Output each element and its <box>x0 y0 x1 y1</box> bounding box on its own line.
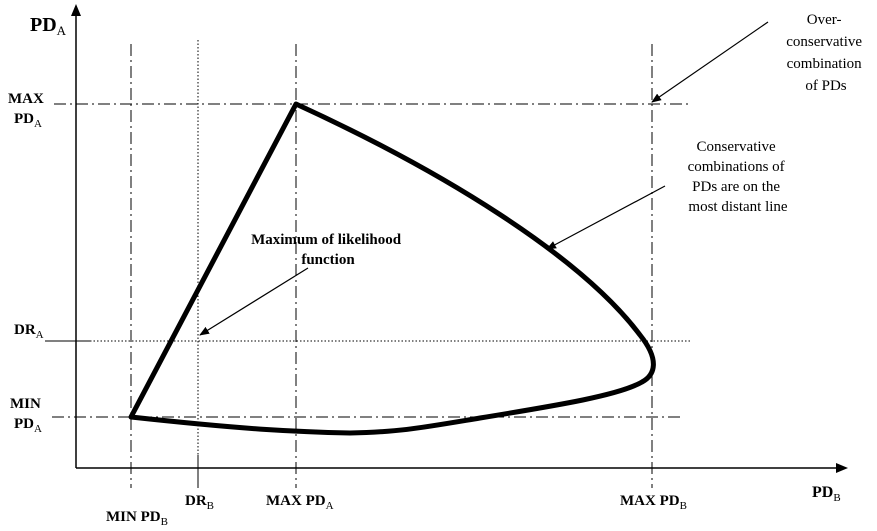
y-axis-label: PDA <box>30 14 67 38</box>
over-conservative-text: Over- conservative combination of PDs <box>786 12 866 94</box>
y-label-dra: DRA <box>14 322 44 341</box>
x-axis-arrow <box>836 463 848 473</box>
likelihood-arrow <box>199 267 309 336</box>
likelihood-text: Maximum of likelihood function <box>251 232 405 268</box>
over-conservative-arrow <box>651 21 769 103</box>
y-label-min-line1: MIN <box>10 396 41 412</box>
reference-lines <box>45 40 692 488</box>
axes <box>71 4 848 473</box>
conservative-arrow <box>546 185 666 250</box>
feasible-region-outline <box>128 101 656 436</box>
y-label-max-line2: PDA <box>14 111 42 130</box>
x-label-max-pdb: MAX PDB <box>620 493 687 512</box>
y-label-min-line2: PDA <box>14 416 42 435</box>
x-label-drb: DRB <box>185 493 214 512</box>
y-axis-arrow <box>71 4 81 16</box>
conservative-text: Conservative combinations of PDs are on … <box>688 139 789 215</box>
x-label-max-pda: MAX PDA <box>266 493 334 512</box>
x-label-min-pdb: MIN PDB <box>106 509 168 528</box>
x-axis-label: PDB <box>812 484 841 504</box>
annotation-arrows <box>199 21 769 336</box>
y-label-max-line1: MAX <box>8 91 44 107</box>
